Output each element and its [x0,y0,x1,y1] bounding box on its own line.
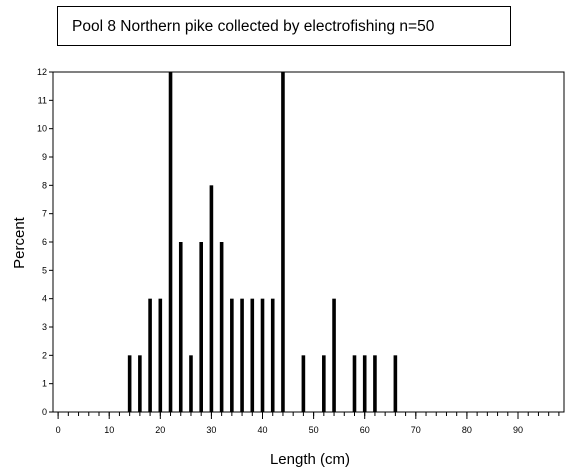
bars-group [127,72,398,412]
x-tick-label: 30 [206,425,216,435]
y-tick-label: 12 [37,67,47,77]
bar [219,242,224,412]
y-tick-label: 1 [42,379,47,389]
y-axis-label: Percent [11,216,28,269]
x-tick-label: 80 [462,425,472,435]
bar [393,355,398,412]
x-tick-label: 70 [411,425,421,435]
bar [240,298,244,412]
y-tick-label: 0 [42,407,47,417]
x-tick-label: 60 [360,425,370,435]
bar [322,355,326,412]
y-tick-label: 11 [38,95,47,105]
bar [260,298,265,412]
bar [332,298,336,412]
y-tick-label: 6 [42,237,47,247]
y-tick-label: 2 [42,350,47,360]
y-tick-label: 8 [42,180,47,190]
bar [270,298,275,412]
x-tick-label: 10 [104,425,114,435]
bar [301,355,306,412]
x-axis-label: Length (cm) [270,451,350,468]
y-tick-label: 3 [42,322,47,332]
bar [138,355,142,412]
x-tick-label: 90 [513,425,523,435]
chart-title: Pool 8 Northern pike collected by electr… [72,18,435,35]
y-tick-label: 10 [37,124,47,134]
bar [199,242,203,412]
bar [168,72,173,412]
x-tick-label: 40 [258,425,268,435]
y-tick-label: 4 [42,294,47,304]
bar [158,298,163,412]
bar [178,242,183,412]
y-tick-label: 5 [42,265,47,275]
bar [148,298,152,412]
bar [189,355,193,412]
bar [281,72,285,412]
bar [373,355,377,412]
bar [250,298,255,412]
y-tick-label: 7 [42,209,47,219]
x-tick-label: 20 [155,425,165,435]
bar [352,355,357,412]
x-tick-label: 0 [56,425,61,435]
y-tick-label: 9 [42,152,47,162]
title-box: Pool 8 Northern pike collected by electr… [57,6,511,46]
bar [127,355,132,412]
x-tick-label: 50 [309,425,319,435]
bar [362,355,367,412]
bar [230,298,234,412]
bar [209,185,214,412]
